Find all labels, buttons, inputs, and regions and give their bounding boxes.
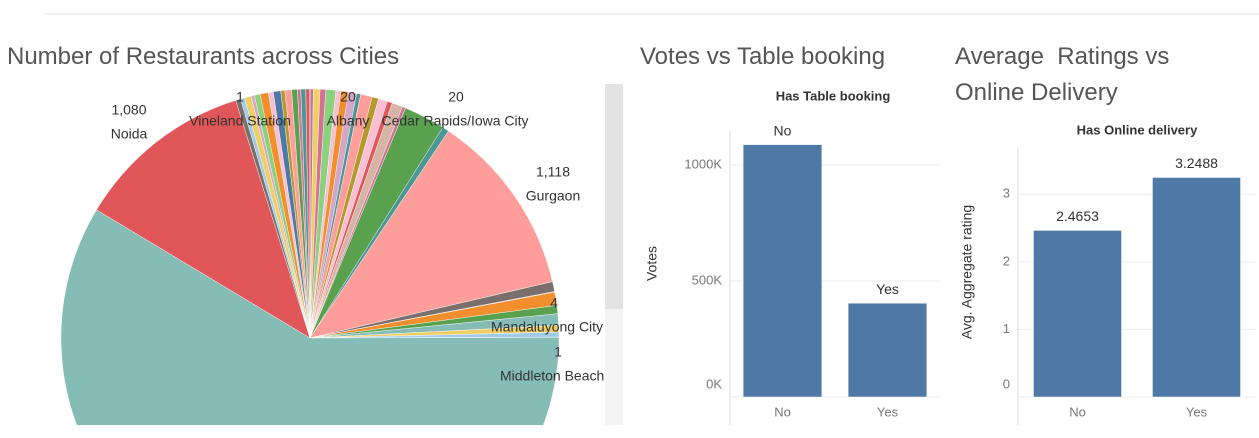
x-tick-label: No: [774, 404, 791, 419]
y-axis-title: Avg. Aggregate rating: [959, 205, 975, 339]
chart-title: Votes vs Table booking: [640, 43, 885, 70]
slice-name-label: Albany: [327, 113, 370, 129]
scrollbar-track[interactable]: [605, 309, 623, 425]
slice-name-label: Vineland Station: [189, 113, 291, 129]
bar-label: 3.2488: [1175, 155, 1218, 171]
chart-title: Online Delivery: [955, 79, 1118, 106]
slice-value-label: 20: [448, 89, 464, 105]
bar: [1033, 230, 1122, 398]
pie-slice: [96, 100, 311, 339]
y-tick-label: 1: [1003, 321, 1010, 336]
scrollbar-thumb[interactable]: [605, 84, 623, 309]
x-tick-label: No: [1069, 404, 1086, 419]
slice-value-label: 1: [554, 344, 562, 360]
y-tick-label: 2: [1003, 253, 1010, 268]
y-tick-label: 1000K: [684, 156, 722, 171]
slice-name-label: Noida: [111, 126, 148, 142]
pie-area: 20 Albany 20 Cedar Rapids/Iowa City 1,118 Gur…: [60, 89, 604, 425]
slice-value-label: 1: [236, 89, 244, 105]
x-tick-label: Yes: [1186, 404, 1208, 419]
y-tick-label: 3: [1003, 186, 1010, 201]
chart-title: Number of Restaurants across Cities: [7, 43, 399, 70]
y-tick-label: 0: [1003, 376, 1010, 391]
pie-slice: [60, 209, 560, 425]
y-tick-label: 0K: [706, 376, 722, 391]
bar: [847, 302, 928, 398]
column-header: Has Online delivery: [1077, 122, 1198, 137]
y-axis-title: Votes: [644, 246, 660, 281]
bar: [1152, 177, 1241, 398]
y-tick-label: 500K: [692, 272, 723, 287]
bar-label: 2.4653: [1056, 208, 1099, 224]
slice-name-label: Cedar Rapids/Iowa City: [381, 113, 528, 129]
pie-slice: [309, 130, 553, 339]
slice-name-label: Mandaluyong City: [491, 319, 603, 335]
slice-name-label: Middleton Beach: [500, 368, 604, 384]
slice-name-label: Gurgaon: [526, 188, 580, 204]
slice-value-label: 20: [340, 89, 356, 105]
column-header: Has Table booking: [776, 88, 891, 103]
slice-value-label: 4: [550, 295, 558, 311]
x-tick-label: Yes: [877, 404, 899, 419]
bar: [742, 144, 823, 398]
bar-label: Yes: [876, 281, 899, 297]
chart-title: Average Ratings vs: [955, 43, 1169, 70]
slice-value-label: 1,080: [111, 102, 146, 118]
bar-label: No: [774, 122, 792, 138]
slice-value-label: 1,118: [536, 164, 570, 180]
